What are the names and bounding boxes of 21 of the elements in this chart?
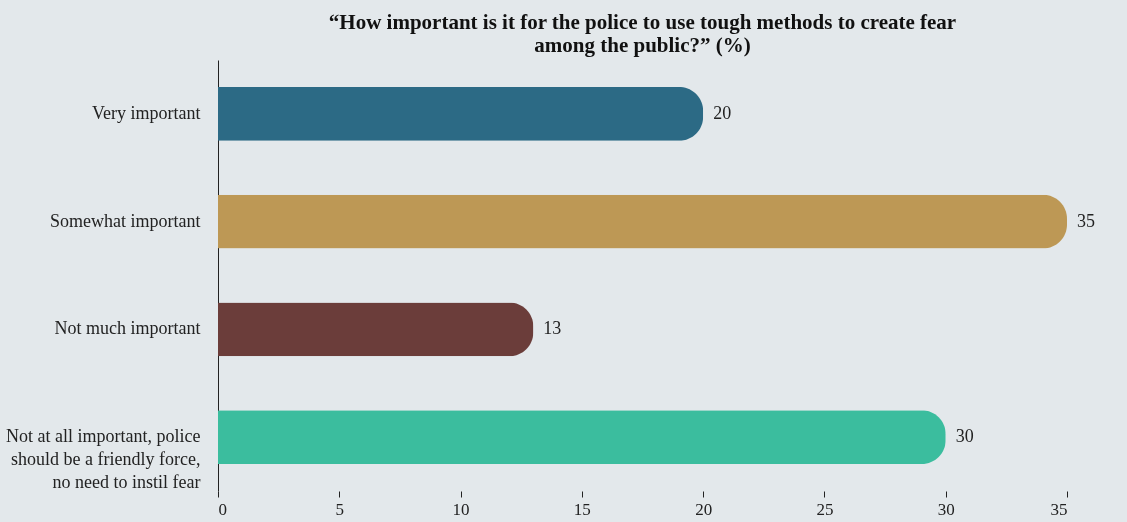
y-tick-label: Not at all important, police should be a friendly force, no need to instil fear [6,426,201,493]
bar [218,86,704,141]
bar [218,302,534,357]
bar [218,194,1067,249]
data-label: 35 [1077,210,1095,231]
x-tick-label: 25 [816,499,834,519]
x-tick-label: 15 [573,499,591,519]
x-tick-label: 35 [1050,499,1068,519]
data-label: 20 [713,102,732,123]
bar [218,410,946,465]
y-tick-label: Not much important [54,318,201,339]
x-tick-label: 0 [218,499,227,519]
x-tick-label: 30 [937,499,955,519]
chart-title: “How important is it for the police to use tough methods to create fear among the public?” (%) [328,10,957,57]
data-label: 30 [955,426,974,447]
y-tick-label: Very important [92,102,201,123]
y-tick-label: Somewhat important [50,210,201,231]
x-tick-label: 20 [695,499,713,519]
data-label: 13 [543,318,562,339]
x-tick-label: 5 [335,499,345,519]
x-tick-label: 10 [452,499,470,519]
